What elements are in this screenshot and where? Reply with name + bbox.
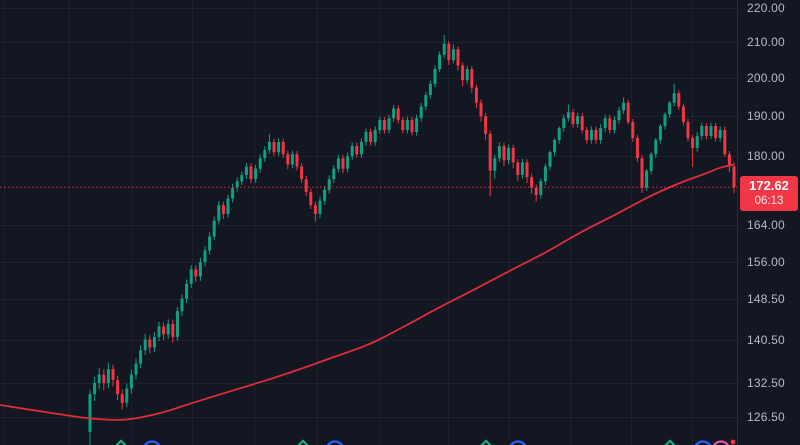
price-tick-label: 126.50 [747,410,785,424]
price-tick-label: 148.50 [747,292,785,306]
candles-layer [88,35,736,445]
moving-average-line[interactable] [0,163,735,421]
price-tick-label: 210.00 [747,35,785,49]
bar-countdown-timer: 06:13 [754,195,784,207]
price-axis[interactable]: 220.00 210.00 200.00 190.00 180.00 164.00 156.… [737,0,800,445]
event-dot-icon[interactable] [730,439,736,445]
last-price-value: 172.62 [749,178,789,193]
event-circle-icon[interactable] [694,440,712,445]
event-markers[interactable] [110,439,736,445]
price-tick-label: 190.00 [747,109,785,123]
price-tick-label: 132.50 [747,376,785,390]
event-circle-icon[interactable] [143,440,161,445]
event-diamond-icon[interactable] [659,439,681,445]
event-diamond-icon[interactable] [475,439,497,445]
event-diamond-icon[interactable] [292,439,314,445]
event-diamond-icon[interactable] [110,439,132,445]
event-circle-icon[interactable] [326,440,344,445]
price-tick-label: 164.00 [747,218,785,232]
event-circle-icon[interactable] [509,440,527,445]
price-tick-label: 156.00 [747,255,785,269]
last-price-label: 172.62 06:13 [740,176,798,211]
price-tick-label: 200.00 [747,71,785,85]
event-circle-icon[interactable] [712,440,730,445]
price-tick-label: 220.00 [747,1,785,15]
price-tick-label: 180.00 [747,149,785,163]
price-tick-label: 140.50 [747,333,785,347]
grid-lines [0,0,737,445]
